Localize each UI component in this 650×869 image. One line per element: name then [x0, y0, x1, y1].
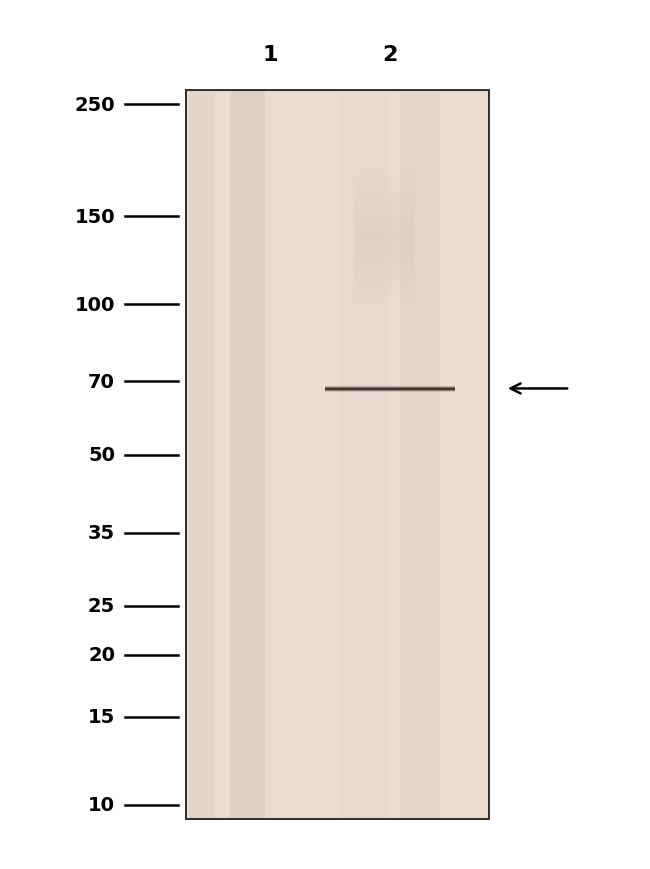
Text: 1: 1 [262, 45, 278, 65]
Text: 2: 2 [382, 45, 398, 65]
Text: 100: 100 [75, 295, 115, 315]
Text: 35: 35 [88, 523, 115, 542]
Text: 150: 150 [74, 208, 115, 227]
Text: 25: 25 [88, 596, 115, 615]
Text: 15: 15 [88, 707, 115, 726]
Text: 50: 50 [88, 446, 115, 465]
Text: 250: 250 [74, 96, 115, 115]
Text: 10: 10 [88, 795, 115, 814]
Text: 20: 20 [88, 646, 115, 665]
Text: 70: 70 [88, 373, 115, 392]
